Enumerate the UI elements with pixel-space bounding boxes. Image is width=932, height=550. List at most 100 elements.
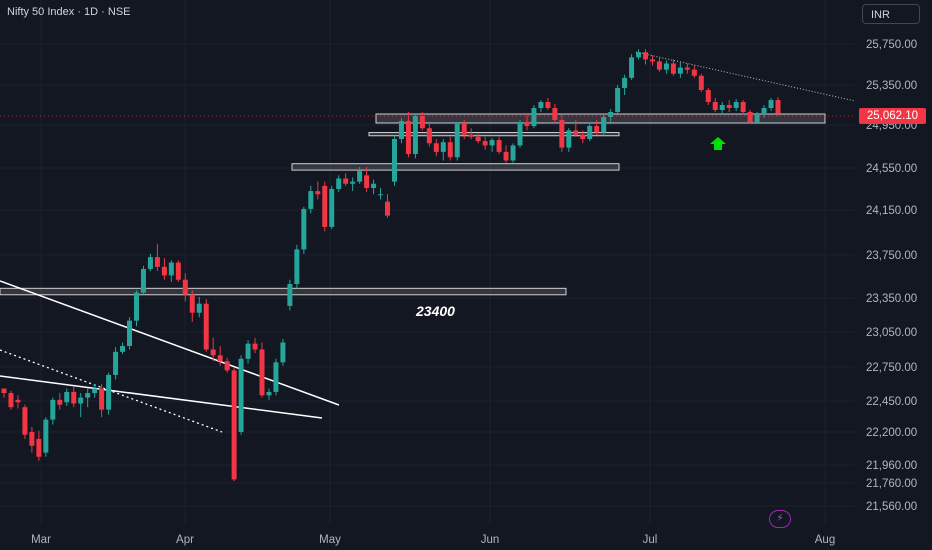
candle-body <box>552 108 558 120</box>
candle-body <box>343 178 349 184</box>
candle-body <box>391 138 397 182</box>
candle-body <box>636 52 642 58</box>
candle-body <box>329 189 335 227</box>
price-tick-label: 23,050.00 <box>866 327 917 339</box>
price-tick-label: 24,550.00 <box>866 163 917 175</box>
candle-body <box>559 120 565 148</box>
price-tick-label: 25,750.00 <box>866 39 917 51</box>
candle-body <box>106 374 112 410</box>
candle-body <box>608 112 614 117</box>
candle-body <box>196 303 202 313</box>
candle-body <box>161 266 167 276</box>
candle-body <box>15 399 21 403</box>
candle-body <box>726 105 732 108</box>
support-zone <box>375 113 826 124</box>
candle-body <box>371 183 377 188</box>
candle-body <box>719 105 725 110</box>
candle-body <box>761 108 767 114</box>
candle-body <box>71 391 77 404</box>
candle-body <box>573 130 579 135</box>
candle-body <box>50 399 56 420</box>
candle-body <box>140 268 146 293</box>
candle-body <box>482 141 488 146</box>
candle-body <box>601 117 607 133</box>
time-tick-label: Aug <box>815 534 835 546</box>
price-tick-label: 25,350.00 <box>866 80 917 92</box>
candle-body <box>587 126 593 139</box>
candle-body <box>22 407 28 435</box>
candle-body <box>36 438 42 457</box>
candle-body <box>440 142 446 152</box>
lightning-icon[interactable]: ⚡ <box>769 510 791 528</box>
candle-body <box>747 112 753 122</box>
candle-body <box>629 57 635 78</box>
candle-body <box>531 108 537 127</box>
candle-body <box>496 140 502 152</box>
support-zone <box>368 132 620 137</box>
candle-body <box>503 151 509 161</box>
candle-body <box>238 358 244 432</box>
price-tick-label: 21,960.00 <box>866 460 917 472</box>
candle-body <box>475 136 481 142</box>
last-price-badge: 25,062.10 <box>859 108 926 124</box>
candle-body <box>245 343 251 359</box>
candle-body <box>43 419 49 453</box>
candle-body <box>712 102 718 110</box>
candle-body <box>398 121 404 139</box>
price-tick-label: 21,760.00 <box>866 478 917 490</box>
price-tick-label: 22,450.00 <box>866 396 917 408</box>
currency-selector[interactable]: INR <box>862 4 920 24</box>
time-tick-label: Mar <box>31 534 51 546</box>
candle-body <box>127 320 133 346</box>
candle-body <box>447 142 453 158</box>
price-tick-label: 22,200.00 <box>866 427 917 439</box>
candle-body <box>594 126 600 133</box>
candle-body <box>656 61 662 70</box>
candle-body <box>378 194 384 196</box>
candle-body <box>266 391 272 396</box>
candle-body <box>57 399 63 405</box>
up-arrow-icon <box>710 137 726 150</box>
candle-body <box>677 67 683 74</box>
trendline <box>0 375 323 419</box>
candle-body <box>538 102 544 108</box>
time-tick-label: May <box>319 534 341 546</box>
candle-body <box>189 294 195 313</box>
candle-body <box>698 75 704 90</box>
support-zones <box>0 113 826 296</box>
candle-body <box>217 355 223 362</box>
candle-body <box>426 128 432 144</box>
candle-body <box>768 100 774 108</box>
candle-body <box>412 116 418 155</box>
candle-body <box>649 59 655 62</box>
candle-body <box>615 88 621 112</box>
candle-body <box>294 249 300 285</box>
candle-body <box>203 303 209 350</box>
candle-body <box>364 175 370 188</box>
candle-body <box>468 134 474 137</box>
candle-body <box>308 191 314 209</box>
candle-body <box>29 432 35 446</box>
candle-body <box>643 52 649 60</box>
candle-body <box>684 67 690 70</box>
candle-body <box>210 349 216 356</box>
candle-body <box>754 114 760 122</box>
candle-body <box>252 343 258 350</box>
candle-body <box>489 140 495 146</box>
price-tick-label: 21,560.00 <box>866 501 917 513</box>
chart-title: Nifty 50 Index · 1D · NSE <box>7 6 131 18</box>
candles <box>1 49 781 482</box>
support-zone <box>0 287 567 296</box>
candle-body <box>740 102 746 112</box>
candle-body <box>99 388 105 410</box>
candle-body <box>315 191 321 195</box>
candle-body <box>8 393 14 408</box>
candle-body <box>64 391 70 403</box>
candle-body <box>524 122 530 127</box>
price-tick-label: 24,150.00 <box>866 205 917 217</box>
price-tick-label: 23,350.00 <box>866 293 917 305</box>
candle-body <box>691 69 697 76</box>
candle-body <box>168 262 174 276</box>
candle-body <box>517 122 523 146</box>
